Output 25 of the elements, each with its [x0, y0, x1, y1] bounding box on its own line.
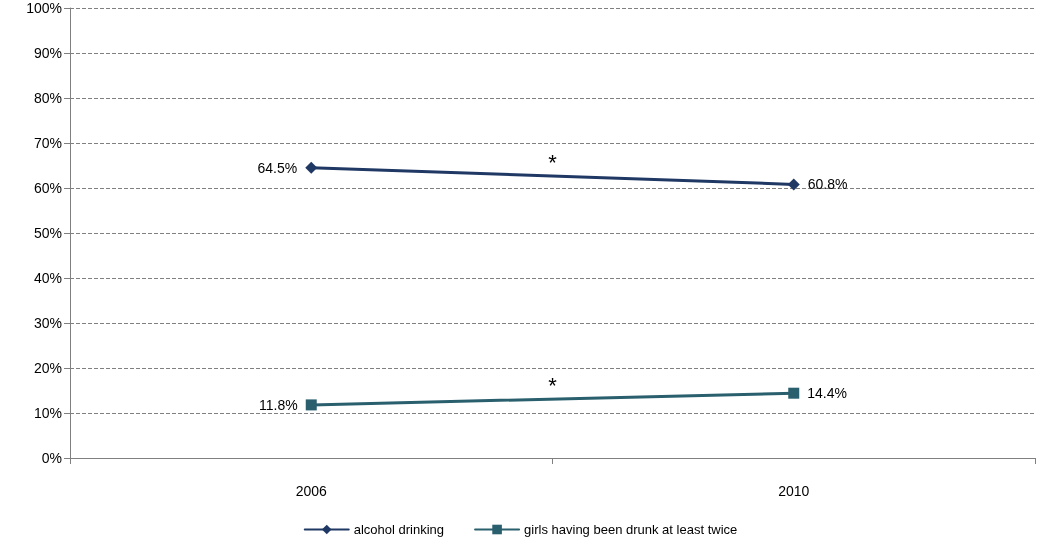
x-tick-label: 2010 — [778, 483, 810, 499]
y-tick-label: 100% — [26, 0, 62, 16]
y-tick-label: 30% — [33, 315, 62, 331]
y-tick-label: 40% — [33, 270, 62, 286]
point — [305, 161, 318, 174]
y-tick-label: 50% — [33, 225, 62, 241]
annotation: * — [548, 149, 558, 175]
y-tick-label: 90% — [33, 45, 62, 61]
data-label: 60.8% — [807, 176, 848, 193]
y-tick-label: 20% — [33, 360, 62, 376]
point — [305, 399, 317, 411]
point — [788, 387, 800, 399]
y-tick-label: 80% — [33, 90, 62, 106]
y-tick-label: 0% — [41, 450, 62, 466]
legend-label: alcohol drinking — [353, 522, 445, 537]
x-tick-label: 2006 — [295, 483, 328, 499]
data-label: 11.8% — [259, 396, 298, 413]
y-tick-label: 70% — [33, 135, 62, 151]
annotation: * — [548, 372, 558, 398]
point — [787, 178, 800, 191]
legend-label: girls having been drunk at least twice — [524, 522, 738, 537]
data-label: 14.4% — [807, 385, 847, 402]
y-tick-label: 60% — [33, 180, 62, 196]
data-label: 64.5% — [257, 159, 298, 176]
y-tick-label: 10% — [33, 405, 62, 421]
